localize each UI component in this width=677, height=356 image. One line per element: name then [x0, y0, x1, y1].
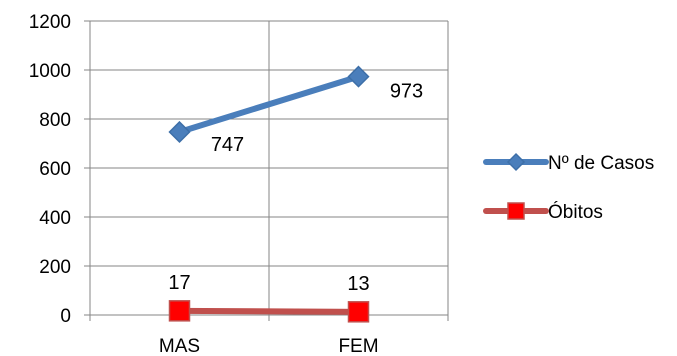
y-tick-label: 600 — [39, 159, 71, 180]
legend-label-obitos: Óbitos — [548, 201, 603, 223]
y-tick-label: 800 — [39, 110, 71, 131]
data-label-casos-fem: 973 — [390, 81, 423, 103]
axes — [84, 20, 449, 321]
legend-label-casos: Nº de Casos — [548, 153, 654, 174]
legend: Nº de Casos Óbitos — [483, 152, 654, 223]
y-tick-labels: 0 200 400 600 800 1000 1200 — [29, 12, 71, 327]
point-casos-fem — [347, 65, 370, 88]
y-tick-label: 0 — [60, 306, 71, 327]
y-tick-label: 1000 — [29, 61, 71, 82]
y-tick-label: 200 — [39, 257, 71, 278]
data-label-obitos-fem: 13 — [347, 273, 369, 295]
series-group — [168, 65, 370, 323]
grid-lines — [90, 20, 449, 315]
y-tick-label: 400 — [39, 208, 71, 229]
x-tick-label-mas: MAS — [159, 336, 200, 356]
series-line-casos — [176, 73, 362, 135]
legend-item-obitos: Óbitos — [483, 201, 603, 223]
legend-marker-casos — [506, 152, 526, 172]
point-casos-mas — [168, 120, 191, 144]
data-labels: 747 973 17 13 — [168, 81, 423, 295]
x-tick-labels: MAS FEM — [159, 336, 379, 356]
data-label-casos-mas: 747 — [211, 134, 244, 156]
legend-marker-obitos — [507, 202, 525, 220]
point-obitos-fem — [347, 301, 370, 323]
series-line-obitos — [176, 307, 362, 315]
data-label-obitos-mas: 17 — [168, 272, 190, 294]
point-obitos-mas — [168, 300, 191, 322]
legend-item-casos: Nº de Casos — [483, 152, 654, 174]
x-tick-label-fem: FEM — [338, 336, 378, 356]
y-tick-label: 1200 — [29, 12, 71, 33]
